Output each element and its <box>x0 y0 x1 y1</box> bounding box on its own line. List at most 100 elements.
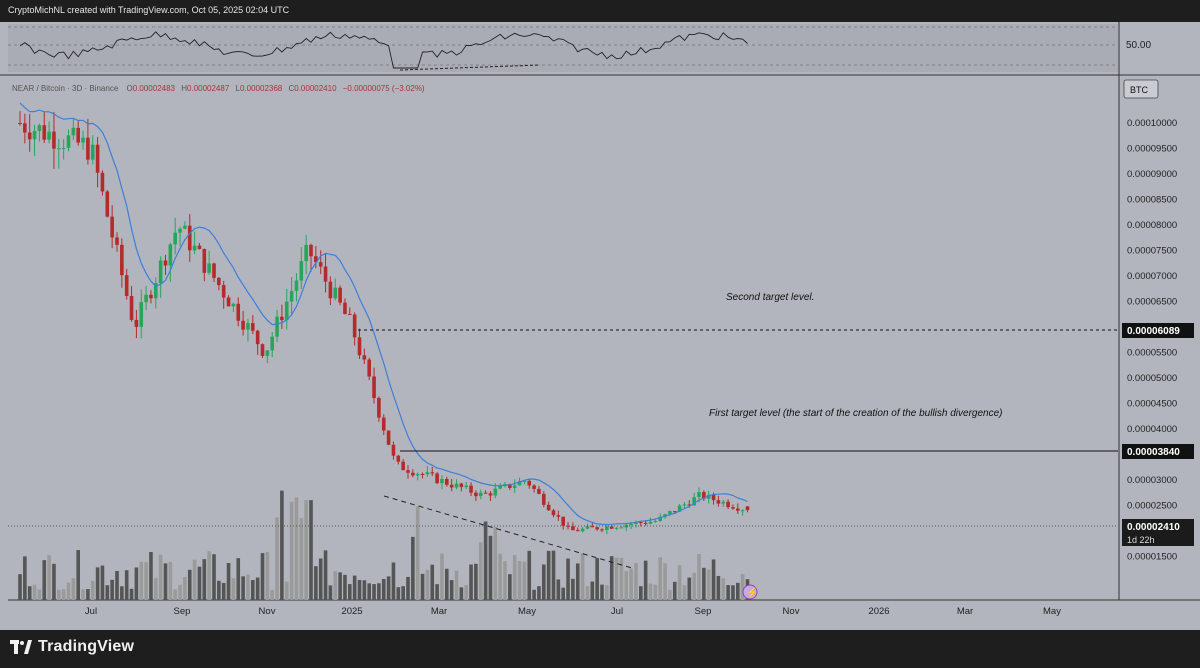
candle-body <box>682 504 687 506</box>
candle-body <box>512 485 517 488</box>
volume-bar <box>338 572 342 600</box>
candle-body <box>105 191 110 217</box>
currency-badge[interactable] <box>1123 79 1159 99</box>
volume-bar <box>241 576 245 600</box>
candle-body <box>163 260 168 266</box>
volume-bar <box>702 567 706 600</box>
volume-bar <box>294 497 299 600</box>
volume-bar <box>163 563 168 600</box>
candle-body <box>27 132 32 140</box>
candle-layer <box>18 110 750 535</box>
candle-body <box>100 172 105 192</box>
candle-body <box>401 461 405 471</box>
volume-bar <box>37 589 42 600</box>
volume-bar <box>653 584 658 600</box>
chart-frame[interactable]: 50.00 Second target level. First target … <box>0 22 1200 630</box>
tradingview-brand: TradingView <box>38 638 135 655</box>
legend-high-label: H <box>181 84 187 93</box>
volume-bar <box>275 517 279 600</box>
volume-bar <box>304 499 308 600</box>
candle-body <box>309 244 313 257</box>
lightning-glyph: ⚡ <box>746 586 758 599</box>
candle-body <box>110 216 114 238</box>
candle-body <box>158 260 163 284</box>
candle-body <box>149 294 153 299</box>
volume-bar <box>537 586 541 600</box>
volume-bar <box>47 555 51 600</box>
candle-body <box>600 529 604 531</box>
time-axis[interactable]: Jul Sep Nov 2025 Mar May Jul Sep Nov 2026 Mar May <box>85 606 1061 617</box>
candle-body <box>173 232 177 245</box>
price-tick-label: 0.00005500 <box>1127 348 1177 359</box>
candle-body <box>469 485 473 493</box>
volume-bar <box>532 589 536 600</box>
candle-body <box>464 485 468 488</box>
volume-bar <box>120 586 124 600</box>
time-tick-label: Sep <box>174 606 191 617</box>
volume-bar <box>580 553 585 600</box>
time-tick-label: May <box>518 606 536 617</box>
footer: TradingView <box>0 630 1200 668</box>
volume-bar <box>459 587 464 600</box>
tradingview-logo[interactable]: TradingView <box>10 638 134 656</box>
volume-bar <box>411 536 415 600</box>
price-tick-label: 0.00004000 <box>1127 424 1177 435</box>
volume-bar <box>474 563 478 600</box>
candle-body <box>745 506 750 511</box>
volume-bar <box>318 558 323 600</box>
volume-bar <box>149 552 153 600</box>
volume-bar <box>435 584 439 600</box>
volume-bar <box>129 588 134 600</box>
volume-bar <box>381 578 386 600</box>
volume-bar <box>721 578 726 600</box>
ohlc-legend: NEAR / Bitcoin · 3D · Binance O0.0000248… <box>12 84 425 93</box>
price-tick-label: 0.00009000 <box>1127 169 1177 180</box>
volume-bar <box>187 569 192 600</box>
volume-bar <box>639 586 643 600</box>
first-target-annotation: First target level (the start of the cre… <box>709 408 1002 419</box>
volume-bar <box>280 490 284 600</box>
volume-bar <box>270 589 274 600</box>
volume-bar <box>595 558 599 600</box>
volume-layer <box>18 490 750 600</box>
candle-body <box>736 508 740 511</box>
candle-body <box>546 504 551 511</box>
candle-body <box>595 527 599 530</box>
candle-body <box>280 316 284 321</box>
candle-body <box>231 303 236 307</box>
candle-body <box>381 417 386 431</box>
candle-body <box>139 302 144 327</box>
candle-body <box>226 297 231 307</box>
candle-body <box>61 147 66 149</box>
candle-body <box>614 527 619 529</box>
candle-body <box>294 280 299 291</box>
volume-bar <box>81 589 85 600</box>
volume-bar <box>575 563 580 600</box>
volume-bar <box>498 553 502 600</box>
volume-bar <box>348 584 352 600</box>
candle-body <box>328 281 333 299</box>
candle-body <box>415 474 420 476</box>
candle-body <box>459 483 464 488</box>
candle-body <box>711 494 716 501</box>
volume-bar <box>716 575 721 600</box>
volume-bar <box>86 589 90 600</box>
volume-bar <box>449 580 454 600</box>
volume-bar <box>406 576 410 600</box>
candle-body <box>192 245 197 251</box>
candle-body <box>411 472 415 476</box>
volume-bar <box>624 571 629 600</box>
legend-open-label: O <box>127 84 133 93</box>
volume-bar <box>95 567 100 600</box>
author-credit: CryptoMichNL created with TradingView.co… <box>8 5 290 15</box>
price-tick-label: 0.00007000 <box>1127 271 1177 282</box>
candle-body <box>406 470 410 473</box>
oscillator-divergence-line <box>399 64 541 71</box>
price-tick-label: 0.00008500 <box>1127 195 1177 206</box>
price-chart[interactable]: 50.00 Second target level. First target … <box>0 22 1200 630</box>
lightning-icon[interactable] <box>742 584 758 600</box>
candle-body <box>609 526 614 529</box>
volume-bar <box>668 589 672 600</box>
volume-bar <box>566 558 570 600</box>
volume-bar <box>251 580 255 600</box>
